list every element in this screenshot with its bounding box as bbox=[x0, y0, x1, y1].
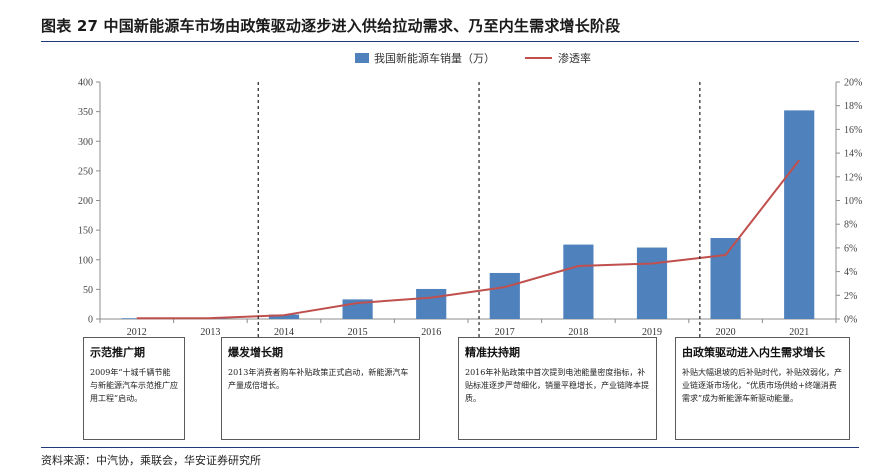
sales-bar bbox=[416, 288, 447, 319]
sales-bar bbox=[784, 110, 815, 319]
right-tick-label: 20% bbox=[844, 78, 862, 89]
stage-description: 2013年消费者购车补贴政策正式启动，新能源汽车产量成倍增长。 bbox=[228, 368, 409, 390]
x-tick-label: 2014 bbox=[274, 327, 294, 338]
right-tick-label: 0% bbox=[844, 315, 857, 326]
x-tick-label: 2019 bbox=[642, 327, 662, 338]
left-tick-label: 0 bbox=[88, 315, 93, 326]
x-tick-label: 2016 bbox=[421, 327, 441, 338]
title-rule bbox=[41, 41, 859, 42]
right-tick-label: 16% bbox=[844, 125, 862, 136]
legend-line-label: 渗透率 bbox=[558, 51, 591, 65]
stage-title: 爆发增长期 bbox=[228, 346, 283, 359]
sales-bar bbox=[563, 244, 594, 319]
stage-description: 2016年补贴政策中首次提到电池能量密度指标，补贴标准逐步严苛细化，销量平稳增长… bbox=[465, 368, 649, 403]
penetration-line bbox=[136, 159, 800, 320]
left-tick-label: 100 bbox=[78, 255, 93, 266]
sales-penetration-chart: 我国新能源车销量（万） 渗透率 0501001502002503003504000… bbox=[78, 51, 862, 430]
stage-title: 精准扶持期 bbox=[465, 346, 520, 359]
sales-bar bbox=[489, 272, 520, 319]
left-tick-label: 400 bbox=[78, 78, 93, 89]
stage-title: 示范推广期 bbox=[90, 346, 145, 359]
right-tick-label: 12% bbox=[844, 172, 862, 183]
left-tick-label: 250 bbox=[78, 166, 93, 177]
right-tick-label: 18% bbox=[844, 101, 862, 112]
figure-title: 图表 27 中国新能源车市场由政策驱动逐步进入供给拉动需求、乃至内生需求增长阶段 bbox=[41, 17, 621, 35]
legend: 我国新能源车销量（万） 渗透率 bbox=[355, 51, 591, 65]
stage-description: 2009年“十城千辆节能与新能源汽车示范推广应用工程”启动。 bbox=[90, 368, 178, 403]
right-tick-label: 6% bbox=[844, 243, 857, 254]
left-tick-label: 300 bbox=[78, 137, 93, 148]
x-tick-label: 2018 bbox=[568, 327, 588, 338]
stage-box-demo: 示范推广期 2009年“十城千辆节能与新能源汽车示范推广应用工程”启动。 bbox=[83, 337, 185, 440]
sales-bar bbox=[121, 318, 152, 319]
right-tick-label: 8% bbox=[844, 220, 857, 231]
stage-box-boom: 爆发增长期 2013年消费者购车补贴政策正式启动，新能源汽车产量成倍增长。 bbox=[221, 337, 420, 440]
stage-description: 补贴大幅退坡的后补贴时代，补贴效弱化，产业链逐渐市场化，“优质市场供给+终端消费… bbox=[682, 368, 842, 403]
x-tick-label: 2015 bbox=[348, 327, 368, 338]
bar-series bbox=[121, 110, 815, 319]
left-tick-label: 200 bbox=[78, 196, 93, 207]
right-tick-label: 4% bbox=[844, 267, 857, 278]
x-tick-label: 2020 bbox=[716, 327, 736, 338]
left-tick-label: 350 bbox=[78, 107, 93, 118]
sales-bar bbox=[268, 314, 300, 319]
x-tick-label: 2012 bbox=[127, 327, 147, 338]
left-tick-label: 150 bbox=[78, 226, 93, 237]
sales-bar bbox=[636, 247, 668, 319]
x-tick-label: 2017 bbox=[495, 327, 515, 338]
legend-bar-swatch bbox=[355, 53, 369, 63]
source-rule bbox=[41, 447, 859, 448]
legend-bar-label: 我国新能源车销量（万） bbox=[374, 51, 495, 65]
right-tick-label: 10% bbox=[844, 196, 862, 207]
line-series bbox=[136, 159, 800, 320]
right-tick-label: 2% bbox=[844, 291, 857, 302]
stage-box-precision: 精准扶持期 2016年补贴政策中首次提到电池能量密度指标，补贴标准逐步严苛细化，… bbox=[458, 337, 657, 440]
x-tick-label: 2021 bbox=[789, 327, 809, 338]
x-tick-label: 2013 bbox=[200, 327, 220, 338]
stage-title: 由政策驱动进入内生需求增长 bbox=[682, 346, 825, 359]
stage-box-endogenous: 由政策驱动进入内生需求增长 补贴大幅退坡的后补贴时代，补贴效弱化，产业链逐渐市场… bbox=[675, 337, 850, 440]
right-tick-label: 14% bbox=[844, 149, 862, 160]
left-tick-label: 50 bbox=[83, 285, 93, 296]
sales-bar bbox=[710, 238, 741, 319]
axes: 0 50 100 150 200 250 300 350 400 0% 2% 4% 6% 8% 10% 12%… bbox=[78, 78, 862, 339]
source-note: 资料来源：中汽协，乘联会，华安证券研究所 bbox=[41, 454, 261, 467]
